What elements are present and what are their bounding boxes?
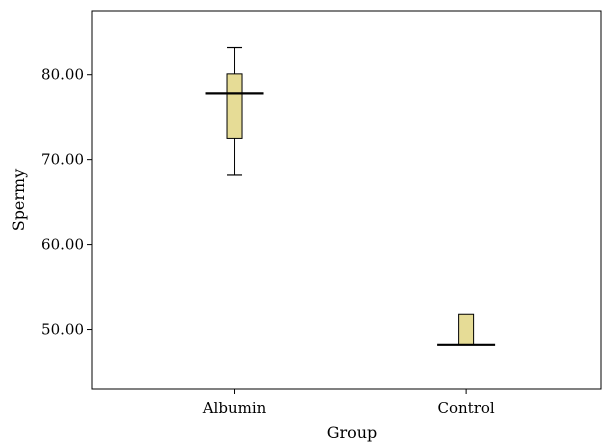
y-tick-label: 50.00 [41, 321, 84, 339]
plot-area-frame [91, 10, 602, 390]
y-tick-label: 80.00 [41, 66, 84, 84]
x-tick-label: Control [438, 399, 495, 417]
box-iqr [458, 313, 475, 346]
box-control [437, 313, 496, 346]
x-tick-label: Albumin [202, 399, 267, 417]
y-axis: 50.00 60.00 70.00 80.00 [41, 66, 92, 339]
box-albumin [205, 46, 264, 176]
box-series [205, 46, 496, 346]
y-tick-label: 60.00 [41, 236, 84, 254]
y-tick-label: 70.00 [41, 151, 84, 169]
y-axis-title: Spermy [9, 169, 28, 232]
box-iqr [226, 73, 243, 139]
x-axis: Albumin Control [202, 389, 495, 417]
x-axis-title: Group [327, 423, 378, 442]
